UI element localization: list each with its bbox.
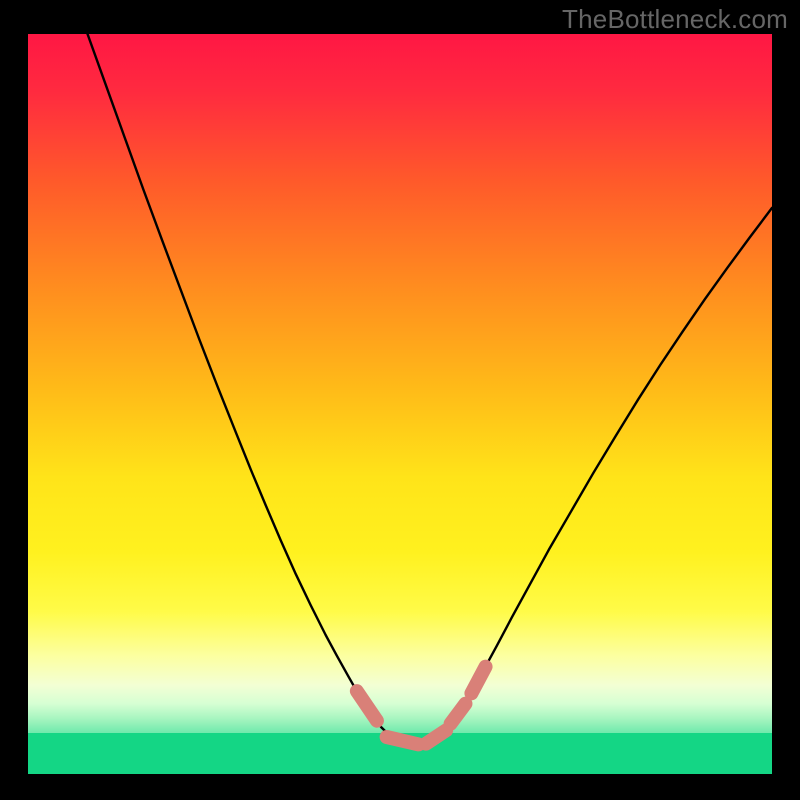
marker-dash-strip — [357, 667, 486, 745]
marker-dash — [471, 667, 485, 694]
marker-dash — [387, 737, 419, 744]
marker-dash — [426, 730, 446, 743]
marker-dash — [451, 704, 466, 724]
marker-dash — [357, 691, 377, 721]
v-curve-line — [88, 34, 772, 744]
plot-area — [28, 34, 772, 774]
plot-svg — [28, 34, 772, 774]
watermark-text: TheBottleneck.com — [562, 4, 788, 35]
